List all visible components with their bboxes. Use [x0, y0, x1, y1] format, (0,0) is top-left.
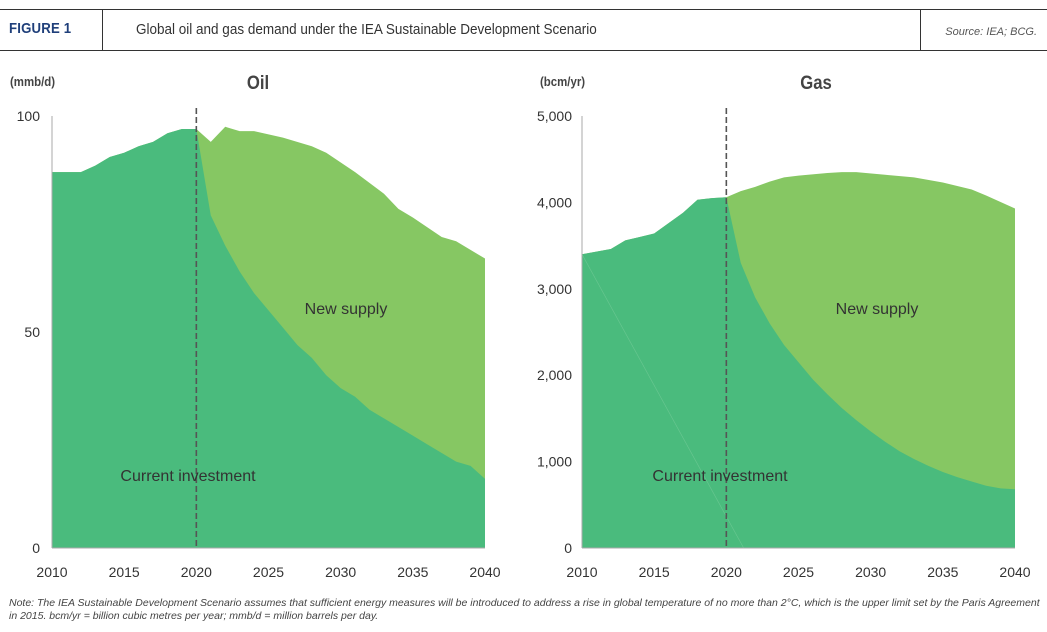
gas-decline-guide-line	[581, 254, 744, 549]
x-tick-label: 2030	[325, 564, 356, 580]
header-divider	[920, 10, 921, 50]
x-tick-label: 2020	[181, 564, 212, 580]
oil-chart: 0 50 100 2010 2015 2020 2025 2030 2035 2040 Oil (mm…	[10, 72, 501, 580]
x-tick-label: 2040	[999, 564, 1030, 580]
y-tick-label: 4,000	[537, 194, 572, 210]
current-investment-label: Current investment	[120, 468, 256, 485]
x-tick-label: 2030	[855, 564, 886, 580]
x-tick-label: 2015	[109, 564, 140, 580]
y-axis-unit-label: (mmb/d)	[10, 74, 55, 89]
x-tick-label: 2035	[927, 564, 958, 580]
y-tick-label: 50	[24, 324, 40, 340]
x-tick-label: 2010	[36, 564, 67, 580]
x-tick-label: 2015	[639, 564, 670, 580]
y-tick-label: 5,000	[537, 108, 572, 124]
chart-title: Oil	[247, 72, 269, 93]
y-tick-label: 3,000	[537, 281, 572, 297]
x-tick-label: 2040	[469, 564, 500, 580]
new-supply-label: New supply	[305, 301, 388, 318]
source-text: Source: IEA; BCG.	[945, 26, 1037, 38]
gas-chart: 0 1,000 2,000 3,000 4,000 5,000 2010 2015 2020 20…	[537, 72, 1031, 580]
oil-current-investment-area	[52, 128, 485, 548]
x-tick-label: 2010	[566, 564, 597, 580]
x-tick-label: 2025	[253, 564, 284, 580]
figure-title: Global oil and gas demand under the IEA …	[136, 21, 597, 38]
x-tick-label: 2025	[783, 564, 814, 580]
chart-title: Gas	[800, 72, 832, 93]
figure-header: FIGURE 1 Global oil and gas demand under…	[0, 9, 1047, 51]
y-tick-label: 0	[32, 540, 40, 556]
y-tick-label: 2,000	[537, 367, 572, 383]
footnote: Note: The IEA Sustainable Development Sc…	[9, 597, 1040, 622]
y-tick-label: 0	[564, 540, 572, 556]
x-tick-label: 2020	[711, 564, 742, 580]
current-investment-label: Current investment	[652, 468, 788, 485]
y-axis-unit-label: (bcm/yr)	[540, 74, 585, 89]
y-tick-label: 1,000	[537, 454, 572, 470]
new-supply-label: New supply	[836, 301, 919, 318]
gas-current-investment-area	[582, 197, 1015, 548]
header-divider	[102, 10, 103, 50]
x-tick-label: 2035	[397, 564, 428, 580]
figure-label: FIGURE 1	[9, 20, 72, 37]
y-tick-label: 100	[17, 108, 41, 124]
